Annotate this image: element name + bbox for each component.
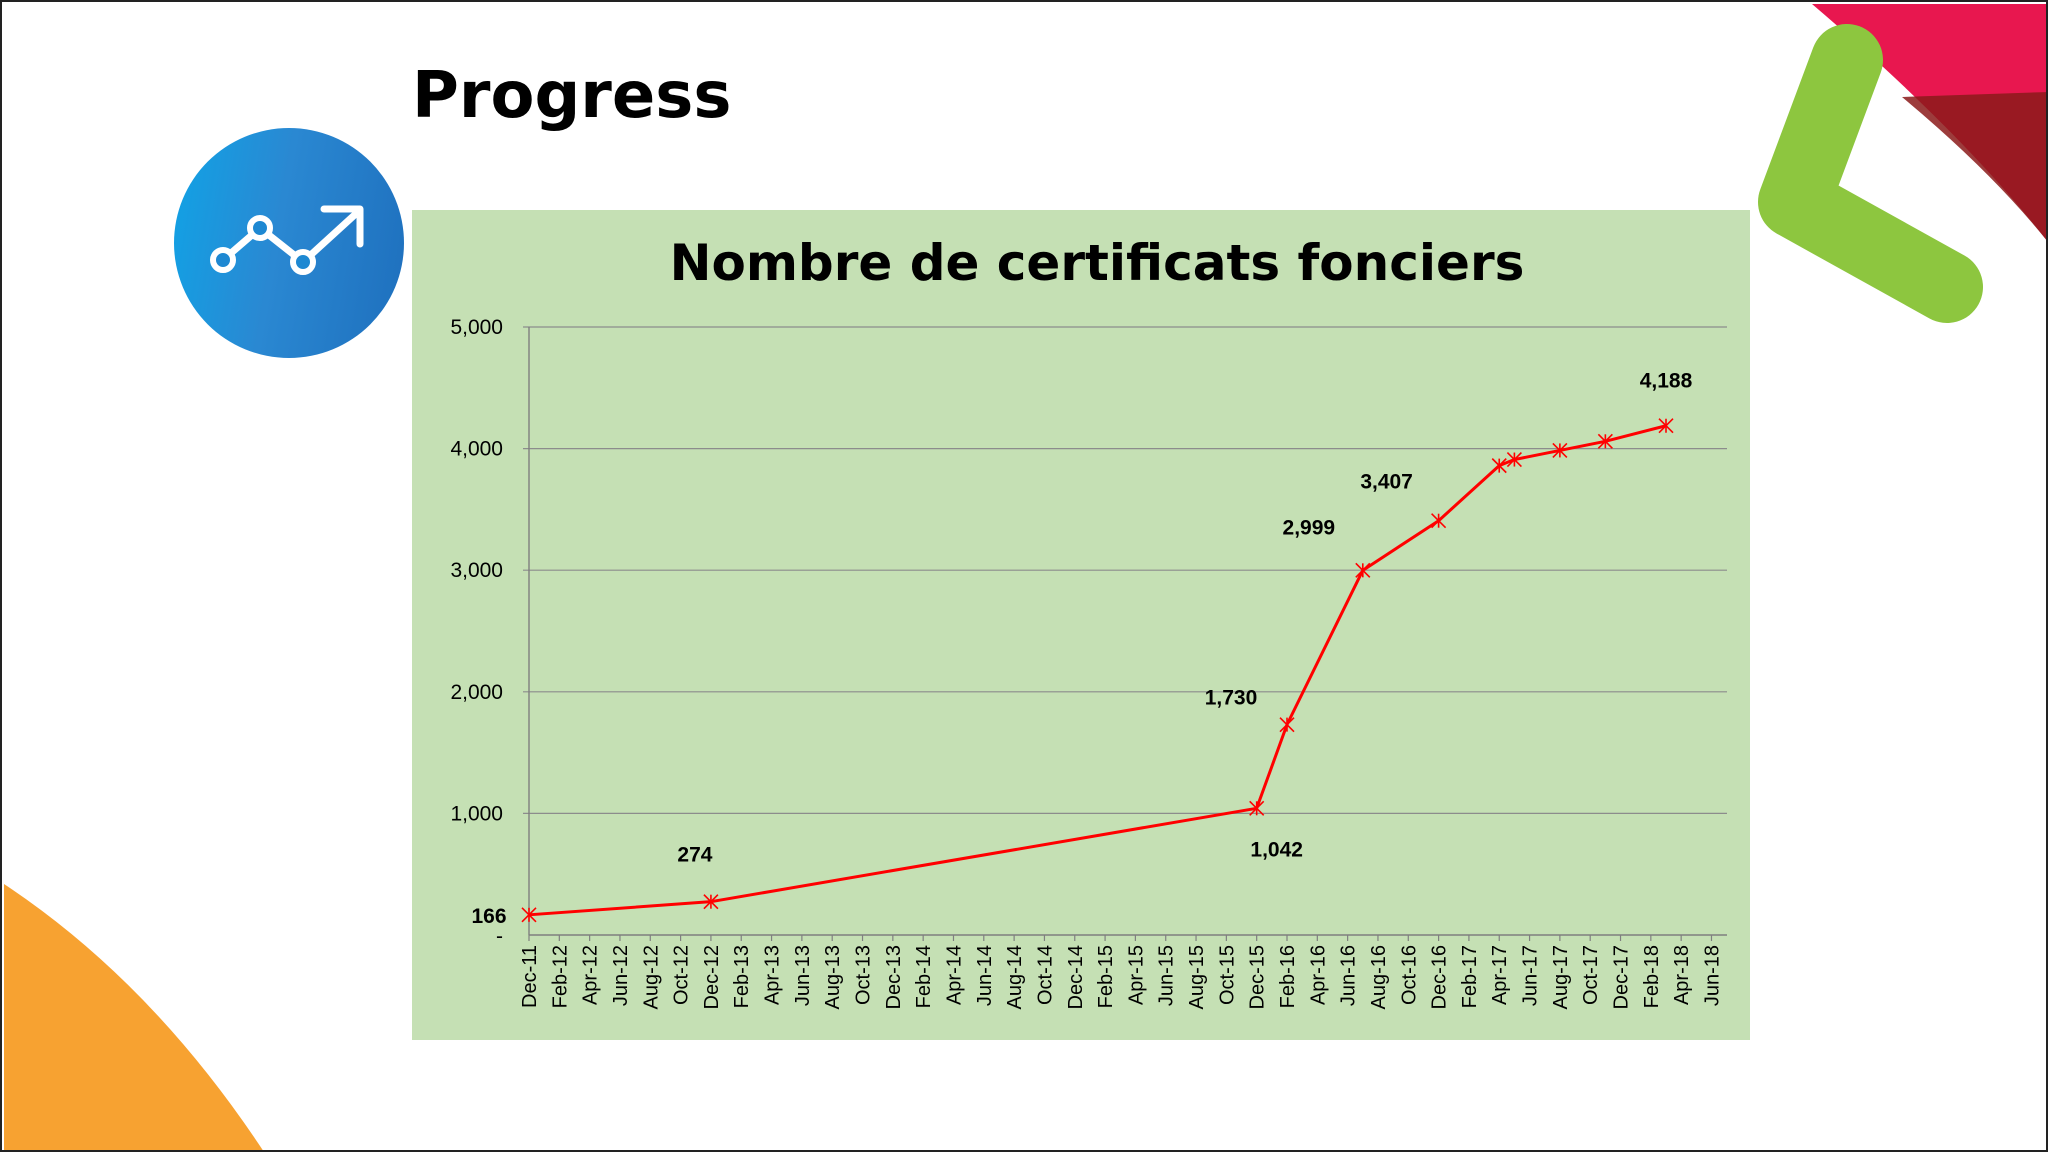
x-tick-label: Dec-11 <box>519 945 541 1008</box>
x-tick-label: Apr-18 <box>1671 945 1693 1005</box>
line-chart: Nombre de certificats fonciers - 1,000 2,0… <box>450 234 1727 1010</box>
x-tick-label: Oct-14 <box>1034 945 1056 1005</box>
data-label: 2,999 <box>1283 516 1336 539</box>
chart-gridlines <box>523 326 1727 815</box>
x-tick-label: Jun-12 <box>610 945 632 1006</box>
data-point-marker <box>1658 418 1674 434</box>
y-tick-label: 3,000 <box>450 559 503 582</box>
x-tick-label: Aug-16 <box>1368 945 1390 1010</box>
x-tick-label: Dec-12 <box>701 945 723 1009</box>
x-tick-label: Jun-14 <box>974 945 996 1006</box>
chart-title: Nombre de certificats fonciers <box>670 234 1525 292</box>
dark-red-corner-shape <box>1902 92 2046 240</box>
x-tick-label: Oct-12 <box>671 945 693 1005</box>
x-tick-label: Aug-13 <box>822 945 844 1010</box>
data-point-marker <box>1552 442 1568 458</box>
y-tick-label: 4,000 <box>450 438 503 461</box>
x-tick-label: Feb-14 <box>913 945 935 1008</box>
x-tick-label: Oct-13 <box>853 945 875 1005</box>
x-tick-label: Aug-12 <box>640 945 662 1010</box>
y-axis: - 1,000 2,000 3,000 4,000 5,000 <box>450 316 530 948</box>
data-point-marker <box>1491 458 1507 474</box>
data-point-marker <box>703 894 719 910</box>
x-tick-label: Oct-16 <box>1398 945 1420 1005</box>
y-tick-label: 2,000 <box>450 681 503 704</box>
x-tick-label: Jun-18 <box>1701 945 1723 1006</box>
x-tick-label: Dec-13 <box>883 945 905 1009</box>
x-tick-label: Apr-12 <box>580 945 602 1005</box>
x-tick-label: Dec-16 <box>1429 945 1451 1009</box>
x-tick-label: Feb-15 <box>1095 945 1117 1008</box>
x-tick-label: Jun-16 <box>1338 945 1360 1006</box>
data-label: 1,042 <box>1250 838 1303 861</box>
x-tick-label: Jun-17 <box>1520 945 1542 1006</box>
x-tick-label: Dec-14 <box>1065 945 1087 1009</box>
x-tick-label: Aug-14 <box>1004 945 1026 1010</box>
x-tick-label: Aug-15 <box>1186 945 1208 1010</box>
trending-up-icon <box>174 128 404 358</box>
x-tick-label: Dec-15 <box>1247 945 1269 1009</box>
x-tick-label: Feb-16 <box>1277 945 1299 1008</box>
data-point-marker <box>1279 717 1295 733</box>
data-label: 1,730 <box>1205 687 1258 710</box>
x-tick-label: Aug-17 <box>1550 945 1572 1010</box>
data-label: 3,407 <box>1360 471 1413 494</box>
orange-corner-shape <box>4 884 263 1150</box>
data-point-marker <box>1506 451 1522 468</box>
x-tick-label: Apr-13 <box>762 945 784 1005</box>
x-tick-label: Apr-16 <box>1307 945 1329 1005</box>
data-label: 166 <box>471 905 506 928</box>
x-tick-label: Feb-12 <box>549 945 571 1008</box>
data-label: 4,188 <box>1640 370 1693 393</box>
x-tick-label: Feb-17 <box>1459 945 1481 1008</box>
data-point-marker <box>1355 562 1371 578</box>
x-tick-label: Oct-17 <box>1580 945 1602 1005</box>
series-line <box>528 424 1667 917</box>
data-point-marker <box>1597 433 1613 449</box>
x-axis: Dec-11 Feb-12 Apr-12 Jun-12 Aug-12 Oct-12 Dec-… <box>519 934 1727 1010</box>
y-tick-label: 1,000 <box>450 802 503 825</box>
x-tick-label: Dec-17 <box>1611 945 1633 1009</box>
data-labels: 166 274 1,042 1,730 2,999 3,407 4,188 <box>471 370 1692 928</box>
x-tick-label: Apr-17 <box>1489 945 1511 1005</box>
y-tick-label: 5,000 <box>450 316 503 339</box>
x-tick-label: Feb-13 <box>731 945 753 1008</box>
data-point-marker <box>1431 513 1447 529</box>
x-tick-label: Apr-14 <box>943 945 965 1005</box>
page-title: Progress <box>412 59 732 133</box>
green-arrow-shape <box>1758 24 1983 323</box>
data-point-marker <box>1249 800 1265 816</box>
chart-panel: Nombre de certificats fonciers - 1,000 2,0… <box>412 210 1750 1040</box>
x-tick-label: Jun-15 <box>1156 945 1178 1006</box>
x-tick-label: Jun-13 <box>792 945 814 1006</box>
chart-series <box>521 418 1674 923</box>
x-tick-label: Apr-15 <box>1125 945 1147 1005</box>
x-tick-label: Oct-15 <box>1216 945 1238 1005</box>
x-tick-label: Feb-18 <box>1641 945 1663 1008</box>
red-corner-shape <box>1812 4 2046 240</box>
y-tick-label: - <box>496 925 503 948</box>
data-label: 274 <box>677 844 712 867</box>
data-point-marker <box>521 907 537 923</box>
